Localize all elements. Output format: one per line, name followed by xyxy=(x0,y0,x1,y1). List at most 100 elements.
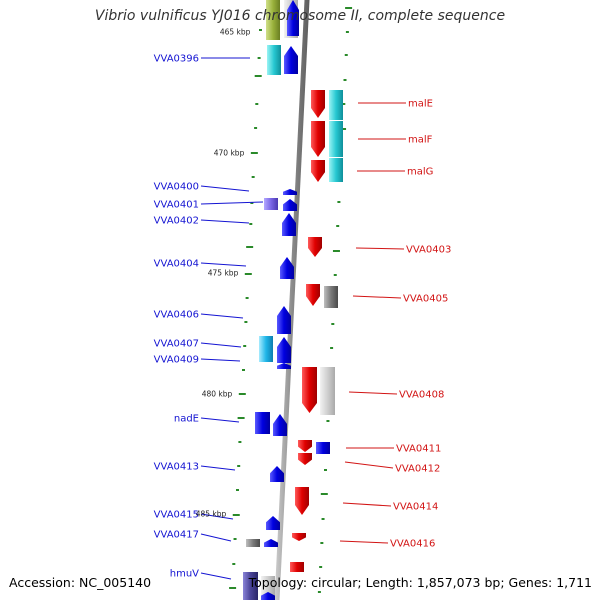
tick-mark xyxy=(245,297,249,299)
leader-line xyxy=(348,391,398,395)
gene-label-vva0414[interactable]: VVA0414 xyxy=(393,502,438,513)
gene-feature-grey[interactable] xyxy=(324,286,338,308)
leader-line xyxy=(352,295,402,299)
gene-label-male[interactable]: malE xyxy=(408,99,433,110)
gene-feature-rev[interactable] xyxy=(261,592,275,600)
gene-feature-rev[interactable] xyxy=(283,199,297,211)
gene-feature-teal[interactable] xyxy=(329,90,343,120)
gene-label-vva0413[interactable]: VVA0413 xyxy=(154,462,199,473)
gene-feature-grey[interactable] xyxy=(246,539,260,547)
tick-mark xyxy=(237,417,245,419)
gene-label-nade[interactable]: nadE xyxy=(174,414,199,425)
gene-label-vva0416[interactable]: VVA0416 xyxy=(390,539,435,550)
gene-feature-rev[interactable] xyxy=(287,0,299,36)
tick-mark xyxy=(236,489,239,491)
gene-label-vva0415[interactable]: VVA0415 xyxy=(154,510,199,521)
leader-line xyxy=(344,461,394,469)
leader-line xyxy=(200,513,234,520)
gene-feature-rev[interactable] xyxy=(273,414,287,436)
tick-mark xyxy=(244,273,252,275)
leader-line xyxy=(200,358,241,362)
gene-feature-fwd[interactable] xyxy=(308,237,322,257)
gene-label-vva0412[interactable]: VVA0412 xyxy=(395,464,440,475)
gene-feature-teal[interactable] xyxy=(267,45,281,75)
gene-feature-fwd[interactable] xyxy=(311,121,325,157)
tick-mark xyxy=(321,518,325,520)
gene-label-vva0404[interactable]: VVA0404 xyxy=(154,259,199,270)
gene-feature-rev[interactable] xyxy=(277,363,291,369)
tick-mark xyxy=(249,223,253,225)
kbp-label: 475 kbp xyxy=(208,269,239,278)
gene-feature-rev[interactable] xyxy=(266,516,280,530)
gene-feature-fwd[interactable] xyxy=(298,440,312,452)
gene-feature-rev[interactable] xyxy=(277,306,291,334)
gene-feature-purple[interactable] xyxy=(264,198,278,210)
gene-feature-rev[interactable] xyxy=(284,46,298,74)
gene-feature-navy[interactable] xyxy=(243,572,258,600)
leader-line xyxy=(200,533,232,542)
kbp-label: 485 kbp xyxy=(196,510,227,519)
gene-label-vva0408[interactable]: VVA0408 xyxy=(399,390,444,401)
tick-mark xyxy=(238,441,242,443)
gene-label-vva0403[interactable]: VVA0403 xyxy=(406,245,451,256)
leader-line xyxy=(342,502,392,507)
tick-mark xyxy=(345,31,349,33)
tick-mark xyxy=(320,542,324,544)
gene-feature-fwd[interactable] xyxy=(292,533,306,541)
tick-mark xyxy=(250,202,254,204)
gene-feature-rev[interactable] xyxy=(255,412,270,434)
gene-feature-fwd[interactable] xyxy=(290,562,304,572)
gene-feature-fwd[interactable] xyxy=(302,367,317,413)
tick-mark xyxy=(259,29,262,31)
tick-mark xyxy=(246,246,254,248)
gene-feature-rev[interactable] xyxy=(283,189,297,195)
gene-label-vva0407[interactable]: VVA0407 xyxy=(154,339,199,350)
gene-feature-pale[interactable] xyxy=(320,367,335,415)
gene-features xyxy=(243,0,343,600)
gene-feature-rev[interactable] xyxy=(277,337,291,363)
gene-label-vva0409[interactable]: VVA0409 xyxy=(154,355,199,366)
gene-feature-fwd[interactable] xyxy=(295,487,309,515)
tick-mark xyxy=(319,566,323,568)
gene-label-vva0417[interactable]: VVA0417 xyxy=(154,530,199,541)
map-title: Vibrio vulnificus YJ016 chromosome II, c… xyxy=(94,8,506,24)
tick-mark xyxy=(344,54,348,56)
leader-line xyxy=(200,572,232,580)
gene-label-malg[interactable]: malG xyxy=(407,167,433,178)
kbp-label: 480 kbp xyxy=(202,390,233,399)
gene-feature-fwd[interactable] xyxy=(298,453,312,465)
gene-label-hmuv[interactable]: hmuV xyxy=(170,569,199,580)
tick-mark xyxy=(254,75,262,77)
gene-feature-rev[interactable] xyxy=(270,466,284,482)
gene-label-vva0396[interactable]: VVA0396 xyxy=(154,54,199,65)
gene-feature-olive[interactable] xyxy=(266,0,280,40)
gene-feature-teal[interactable] xyxy=(329,158,343,182)
gene-feature-fwd[interactable] xyxy=(306,284,320,306)
tick-mark xyxy=(254,127,258,129)
leader-line xyxy=(200,465,236,471)
gene-label-vva0406[interactable]: VVA0406 xyxy=(154,310,199,321)
gene-feature-rev[interactable] xyxy=(280,257,294,279)
gene-label-vva0401[interactable]: VVA0401 xyxy=(154,200,199,211)
gene-feature-sky[interactable] xyxy=(259,336,273,362)
kbp-label: 465 kbp xyxy=(220,28,251,37)
gene-feature-fwd[interactable] xyxy=(311,160,325,182)
tick-mark xyxy=(251,176,255,178)
tick-mark xyxy=(324,469,327,471)
gene-feature-teal[interactable] xyxy=(329,121,343,157)
gene-label-vva0405[interactable]: VVA0405 xyxy=(403,294,448,305)
gene-feature-rev[interactable] xyxy=(264,539,278,547)
leader-line xyxy=(355,247,405,250)
gene-feature-fwd[interactable] xyxy=(311,90,325,118)
tick-mark xyxy=(343,79,347,81)
gene-feature-rev[interactable] xyxy=(282,213,296,236)
tick-mark xyxy=(233,538,237,540)
gene-label-vva0411[interactable]: VVA0411 xyxy=(396,444,441,455)
leader-line xyxy=(200,201,264,205)
tick-mark xyxy=(333,274,337,276)
gene-label-malf[interactable]: malF xyxy=(408,135,433,146)
accession-text: Accession: NC_005140 xyxy=(9,575,152,590)
gene-label-vva0400[interactable]: VVA0400 xyxy=(154,182,199,193)
gene-feature-rev[interactable] xyxy=(316,442,330,454)
gene-label-vva0402[interactable]: VVA0402 xyxy=(154,216,199,227)
